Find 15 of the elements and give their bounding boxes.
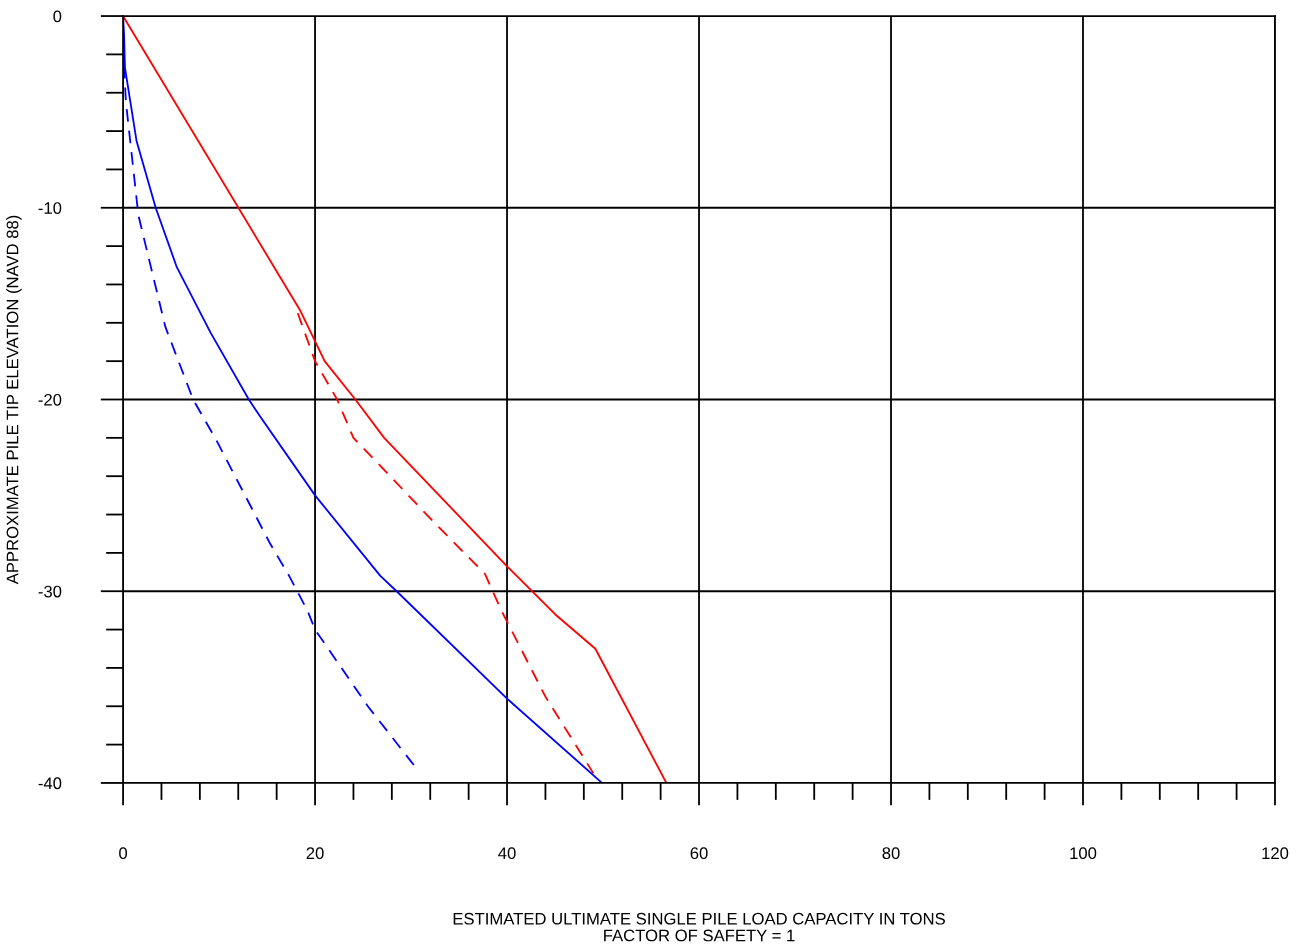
y-tick-label: -20: [38, 393, 62, 406]
x-axis-title: ESTIMATED ULTIMATE SINGLE PILE LOAD CAPACITY IN TONS FACTOR OF SAFETY = 1: [453, 912, 945, 942]
x-tick-label: 0: [119, 847, 128, 860]
x-tick-label: 20: [306, 847, 324, 860]
x-tick-label: 100: [1070, 847, 1097, 860]
y-tick-label: -30: [38, 585, 62, 598]
line-series: [296, 312, 595, 775]
x-tick-label: 60: [690, 847, 708, 860]
y-tick-label: -40: [38, 777, 62, 790]
y-tick-label: -10: [38, 202, 62, 214]
x-tick-label: 80: [882, 847, 900, 860]
y-axis-title: APPROXIMATE PILE TIP ELEVATION (NAVD 88): [6, 215, 22, 585]
x-tick-label: 40: [498, 847, 516, 860]
y-tick-label: 0: [53, 10, 62, 23]
x-tick-label: 120: [1262, 847, 1289, 860]
